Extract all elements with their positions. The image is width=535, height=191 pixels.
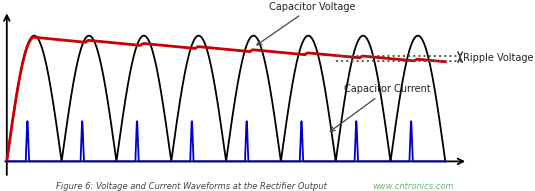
Text: Figure 6: Voltage and Current Waveforms at the Rectifier Output: Figure 6: Voltage and Current Waveforms … [56,181,326,190]
Text: Capacitor Voltage: Capacitor Voltage [257,2,356,45]
Text: www.cntronics.com: www.cntronics.com [372,181,454,190]
Text: Ripple Voltage: Ripple Voltage [463,53,533,63]
Text: Capacitor Current: Capacitor Current [330,84,431,131]
